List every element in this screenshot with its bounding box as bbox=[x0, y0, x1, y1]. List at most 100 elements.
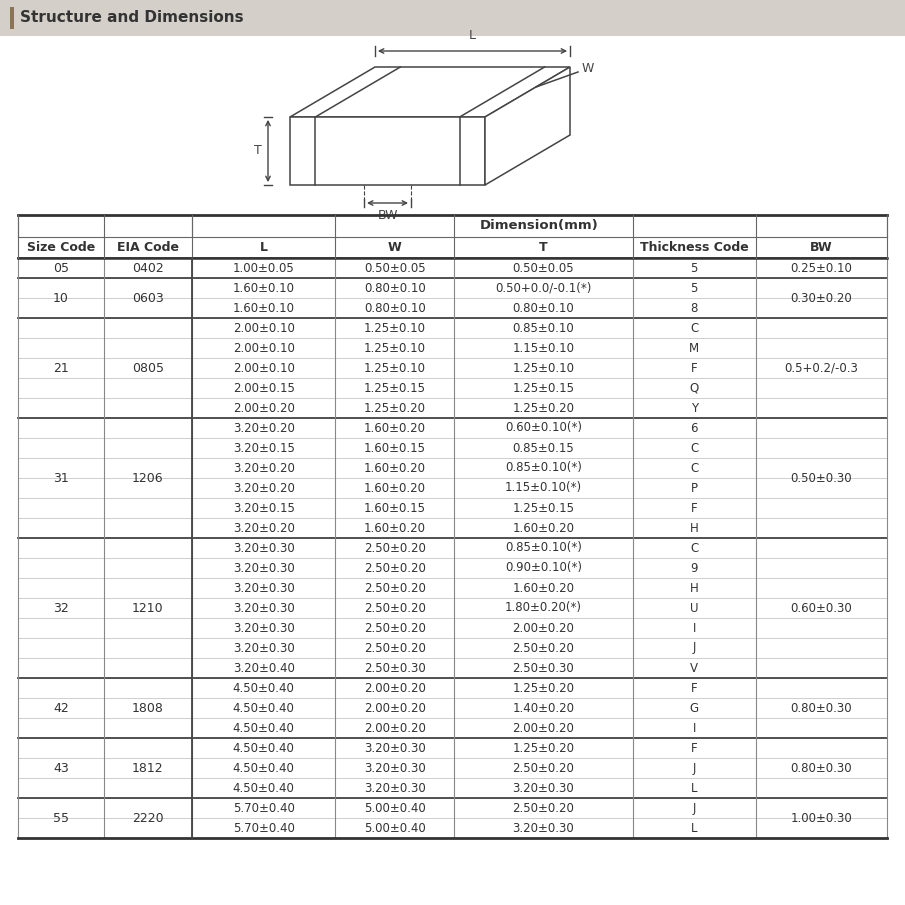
Text: 1.25±0.20: 1.25±0.20 bbox=[512, 741, 575, 755]
Text: C: C bbox=[691, 442, 699, 454]
Text: 0.80±0.10: 0.80±0.10 bbox=[512, 301, 575, 315]
Text: C: C bbox=[691, 321, 699, 335]
Text: 1.25±0.15: 1.25±0.15 bbox=[512, 501, 575, 515]
Text: V: V bbox=[691, 662, 699, 674]
Text: 2.00±0.10: 2.00±0.10 bbox=[233, 341, 294, 355]
Text: 2.00±0.10: 2.00±0.10 bbox=[233, 361, 294, 375]
Text: J: J bbox=[692, 802, 696, 814]
Text: H: H bbox=[690, 521, 699, 535]
Text: 1.80±0.20(*): 1.80±0.20(*) bbox=[505, 602, 582, 614]
Text: 5.70±0.40: 5.70±0.40 bbox=[233, 822, 294, 834]
Text: Thickness Code: Thickness Code bbox=[640, 241, 748, 254]
Text: 2.50±0.30: 2.50±0.30 bbox=[512, 662, 575, 674]
Text: 0402: 0402 bbox=[132, 262, 164, 274]
Text: 0.80±0.30: 0.80±0.30 bbox=[791, 701, 853, 715]
Text: Structure and Dimensions: Structure and Dimensions bbox=[20, 11, 243, 25]
Text: 3.20±0.20: 3.20±0.20 bbox=[233, 462, 294, 474]
Text: 1.25±0.20: 1.25±0.20 bbox=[512, 402, 575, 414]
Text: 0.50±0.05: 0.50±0.05 bbox=[364, 262, 425, 274]
Text: 5: 5 bbox=[691, 262, 698, 274]
Text: I: I bbox=[692, 721, 696, 735]
Text: 0.80±0.10: 0.80±0.10 bbox=[364, 301, 425, 315]
Text: 6: 6 bbox=[691, 422, 698, 434]
Text: 3.20±0.20: 3.20±0.20 bbox=[233, 521, 294, 535]
Text: 3.20±0.30: 3.20±0.30 bbox=[233, 602, 294, 614]
Text: G: G bbox=[690, 701, 699, 715]
Text: 42: 42 bbox=[53, 701, 69, 715]
Text: 1.25±0.15: 1.25±0.15 bbox=[512, 382, 575, 395]
Text: 0.80±0.30: 0.80±0.30 bbox=[791, 761, 853, 775]
Text: 21: 21 bbox=[53, 361, 69, 375]
Text: 1.60±0.20: 1.60±0.20 bbox=[512, 582, 575, 595]
Text: C: C bbox=[691, 541, 699, 555]
Text: 2.50±0.20: 2.50±0.20 bbox=[512, 761, 575, 775]
Text: 10: 10 bbox=[53, 291, 69, 304]
Text: 1.60±0.20: 1.60±0.20 bbox=[364, 481, 425, 494]
Text: 1.25±0.10: 1.25±0.10 bbox=[364, 361, 425, 375]
Text: 1.25±0.15: 1.25±0.15 bbox=[364, 382, 425, 395]
Text: 3.20±0.30: 3.20±0.30 bbox=[364, 741, 425, 755]
Text: 2.00±0.20: 2.00±0.20 bbox=[233, 402, 294, 414]
Text: 1.25±0.20: 1.25±0.20 bbox=[512, 681, 575, 694]
Text: 1.25±0.10: 1.25±0.10 bbox=[364, 321, 425, 335]
Text: 0.85±0.15: 0.85±0.15 bbox=[512, 442, 575, 454]
Bar bbox=[10, 7, 14, 29]
Text: F: F bbox=[691, 681, 698, 694]
Text: 0.30±0.20: 0.30±0.20 bbox=[791, 291, 853, 304]
Text: 2.50±0.20: 2.50±0.20 bbox=[364, 642, 425, 654]
Text: L: L bbox=[691, 822, 698, 834]
Text: L: L bbox=[691, 782, 698, 795]
Text: L: L bbox=[469, 29, 476, 42]
Text: 1.60±0.20: 1.60±0.20 bbox=[364, 462, 425, 474]
Text: 1.15±0.10: 1.15±0.10 bbox=[512, 341, 575, 355]
Text: 2.00±0.15: 2.00±0.15 bbox=[233, 382, 294, 395]
Text: 0.25±0.10: 0.25±0.10 bbox=[791, 262, 853, 274]
Text: 2.00±0.20: 2.00±0.20 bbox=[512, 622, 575, 634]
Text: 0.80±0.10: 0.80±0.10 bbox=[364, 281, 425, 294]
Text: 5.00±0.40: 5.00±0.40 bbox=[364, 802, 425, 814]
Text: 1.00±0.30: 1.00±0.30 bbox=[791, 812, 853, 824]
Text: 3.20±0.30: 3.20±0.30 bbox=[233, 561, 294, 575]
Text: 2.00±0.10: 2.00±0.10 bbox=[233, 321, 294, 335]
Text: M: M bbox=[690, 341, 700, 355]
Text: 1808: 1808 bbox=[132, 701, 164, 715]
Text: 1.60±0.20: 1.60±0.20 bbox=[512, 521, 575, 535]
Polygon shape bbox=[485, 67, 570, 185]
Text: 2.00±0.20: 2.00±0.20 bbox=[512, 721, 575, 735]
Text: 3.20±0.30: 3.20±0.30 bbox=[233, 582, 294, 595]
Text: 2.50±0.20: 2.50±0.20 bbox=[364, 622, 425, 634]
Text: 3.20±0.30: 3.20±0.30 bbox=[512, 822, 575, 834]
Text: 3.20±0.15: 3.20±0.15 bbox=[233, 442, 294, 454]
Text: 0.50±0.05: 0.50±0.05 bbox=[512, 262, 574, 274]
Text: I: I bbox=[692, 622, 696, 634]
Text: 0.90±0.10(*): 0.90±0.10(*) bbox=[505, 561, 582, 575]
Text: 0805: 0805 bbox=[132, 361, 164, 375]
Text: W: W bbox=[582, 62, 595, 75]
Text: 9: 9 bbox=[691, 561, 698, 575]
Text: J: J bbox=[692, 642, 696, 654]
Polygon shape bbox=[290, 117, 485, 185]
Text: T: T bbox=[539, 241, 548, 254]
Text: P: P bbox=[691, 481, 698, 494]
Text: 1.40±0.20: 1.40±0.20 bbox=[512, 701, 575, 715]
Text: U: U bbox=[690, 602, 699, 614]
Text: 1.60±0.10: 1.60±0.10 bbox=[233, 301, 295, 315]
Text: 1.60±0.15: 1.60±0.15 bbox=[364, 501, 425, 515]
Text: 2.50±0.20: 2.50±0.20 bbox=[364, 541, 425, 555]
Bar bbox=[0, 0, 905, 36]
Text: 4.50±0.40: 4.50±0.40 bbox=[233, 701, 294, 715]
Text: 1.15±0.10(*): 1.15±0.10(*) bbox=[505, 481, 582, 494]
Text: 3.20±0.20: 3.20±0.20 bbox=[233, 481, 294, 494]
Text: 8: 8 bbox=[691, 301, 698, 315]
Text: 2220: 2220 bbox=[132, 812, 164, 824]
Text: 3.20±0.30: 3.20±0.30 bbox=[233, 642, 294, 654]
Text: 2.50±0.30: 2.50±0.30 bbox=[364, 662, 425, 674]
Text: 3.20±0.15: 3.20±0.15 bbox=[233, 501, 294, 515]
Text: T: T bbox=[254, 145, 262, 157]
Text: 3.20±0.40: 3.20±0.40 bbox=[233, 662, 294, 674]
Text: Q: Q bbox=[690, 382, 699, 395]
Text: 5: 5 bbox=[691, 281, 698, 294]
Text: 4.50±0.40: 4.50±0.40 bbox=[233, 721, 294, 735]
Text: 31: 31 bbox=[53, 472, 69, 484]
Text: 1.60±0.20: 1.60±0.20 bbox=[364, 422, 425, 434]
